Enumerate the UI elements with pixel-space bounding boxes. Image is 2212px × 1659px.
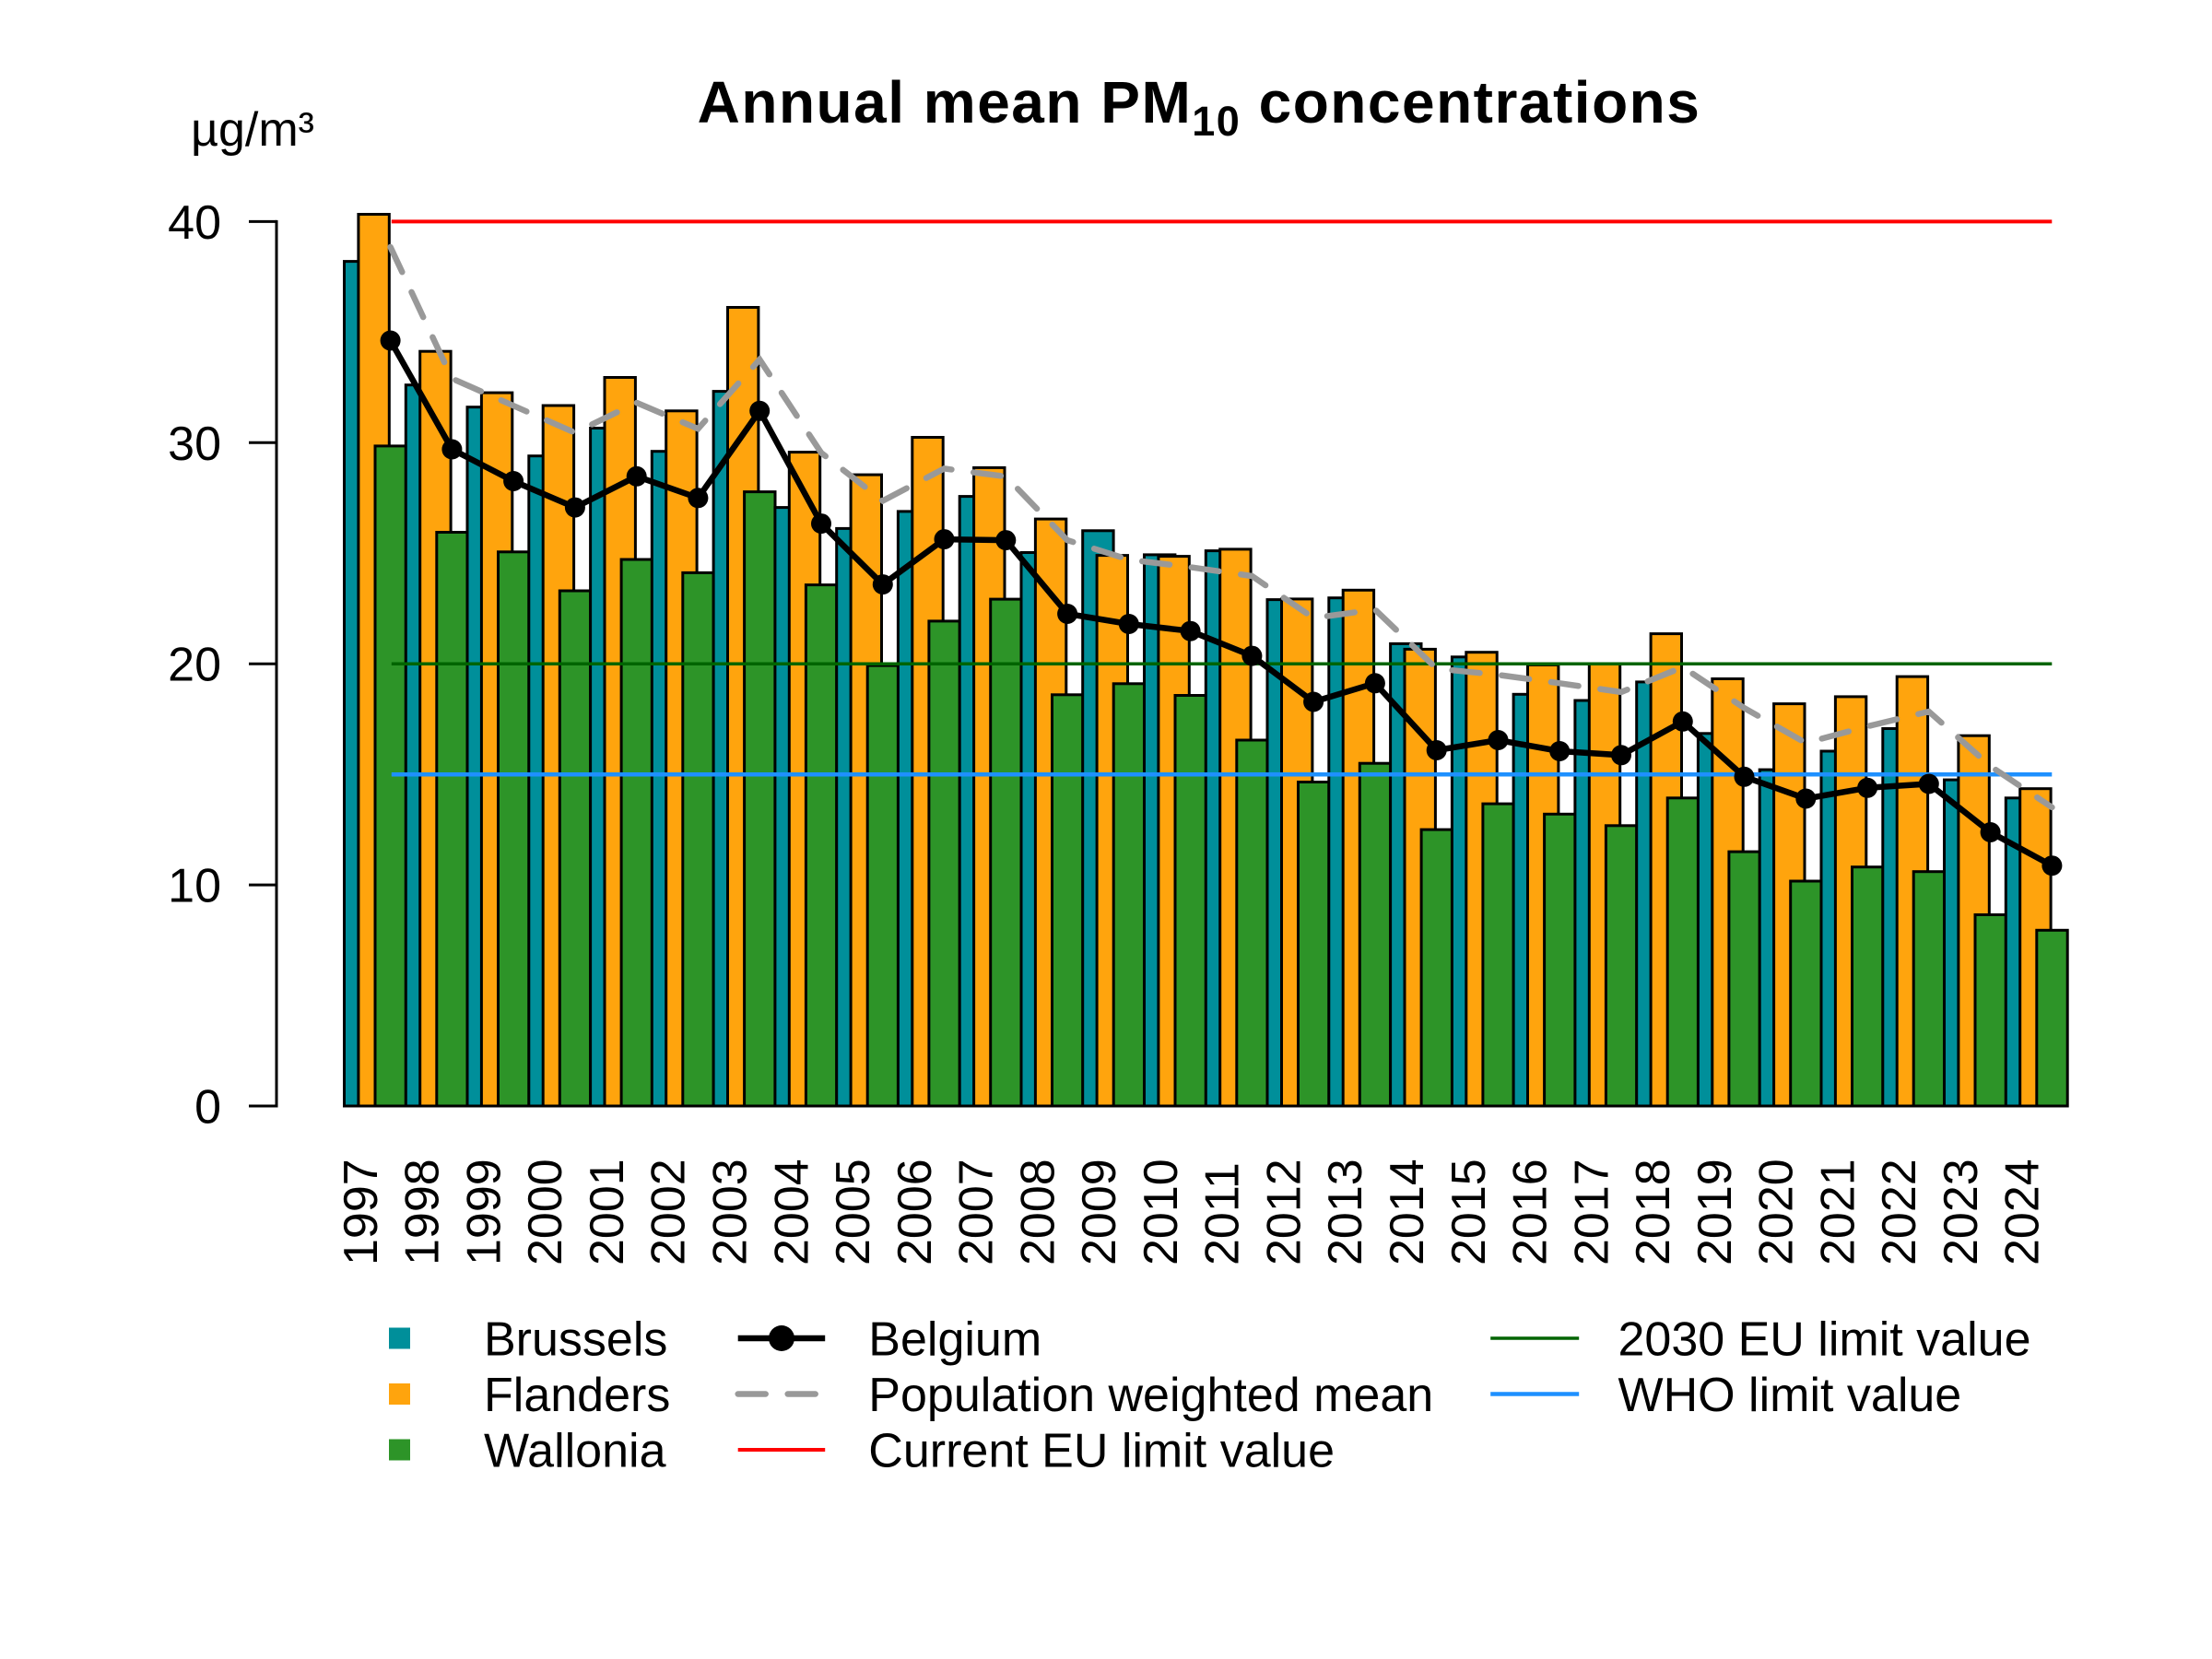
svg-text:0: 0 xyxy=(194,1081,221,1135)
svg-text:1997: 1997 xyxy=(335,1159,388,1265)
svg-text:2011: 2011 xyxy=(1196,1162,1250,1265)
svg-text:2012: 2012 xyxy=(1258,1159,1312,1265)
svg-text:2030 EU limit value: 2030 EU limit value xyxy=(1618,1313,2031,1367)
svg-text:2008: 2008 xyxy=(1011,1159,1065,1265)
svg-text:10: 10 xyxy=(168,860,221,913)
svg-text:2016: 2016 xyxy=(1504,1159,1558,1265)
svg-text:Flanders: Flanders xyxy=(484,1369,670,1422)
svg-text:2019: 2019 xyxy=(1688,1159,1742,1265)
svg-text:2005: 2005 xyxy=(827,1159,880,1265)
svg-text:1999: 1999 xyxy=(457,1159,511,1265)
svg-text:2024: 2024 xyxy=(1996,1159,2050,1265)
svg-text:2021: 2021 xyxy=(1811,1159,1865,1265)
svg-text:1998: 1998 xyxy=(396,1159,450,1265)
svg-text:WHO limit value: WHO limit value xyxy=(1618,1369,1962,1422)
svg-text:Belgium: Belgium xyxy=(868,1313,1041,1367)
svg-text:2023: 2023 xyxy=(1935,1159,1988,1265)
svg-text:20: 20 xyxy=(168,639,221,692)
svg-text:2017: 2017 xyxy=(1565,1159,1618,1265)
svg-text:40: 40 xyxy=(168,196,221,250)
svg-text:2002: 2002 xyxy=(642,1159,696,1265)
svg-text:2009: 2009 xyxy=(1073,1159,1126,1265)
svg-text:Wallonia: Wallonia xyxy=(484,1425,666,1478)
svg-text:Current EU limit value: Current EU limit value xyxy=(868,1425,1335,1478)
svg-text:2020: 2020 xyxy=(1750,1159,1804,1265)
svg-text:2007: 2007 xyxy=(950,1159,1004,1265)
svg-text:2022: 2022 xyxy=(1873,1159,1926,1265)
svg-text:2006: 2006 xyxy=(888,1159,942,1265)
svg-text:2000: 2000 xyxy=(519,1159,572,1265)
svg-text:2010: 2010 xyxy=(1135,1159,1188,1265)
svg-text:Brussels: Brussels xyxy=(484,1313,667,1367)
svg-text:µg/m³: µg/m³ xyxy=(191,103,314,157)
svg-text:Population weighted mean: Population weighted mean xyxy=(868,1369,1433,1422)
svg-text:2004: 2004 xyxy=(765,1159,818,1265)
svg-text:2015: 2015 xyxy=(1442,1159,1496,1265)
svg-text:2014: 2014 xyxy=(1381,1159,1434,1265)
svg-text:30: 30 xyxy=(168,418,221,471)
svg-text:2018: 2018 xyxy=(1627,1159,1680,1265)
svg-text:2003: 2003 xyxy=(704,1159,758,1265)
svg-text:2001: 2001 xyxy=(581,1159,634,1265)
svg-text:2013: 2013 xyxy=(1319,1159,1372,1265)
